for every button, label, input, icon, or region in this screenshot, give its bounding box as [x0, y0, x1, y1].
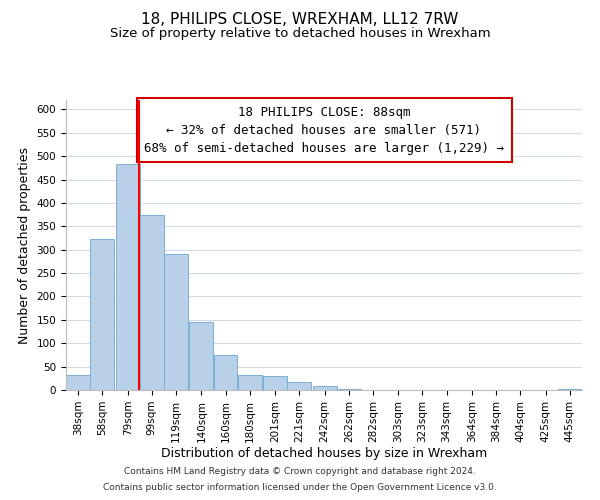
- Bar: [238, 375, 262, 390]
- Text: 18, PHILIPS CLOSE, WREXHAM, LL12 7RW: 18, PHILIPS CLOSE, WREXHAM, LL12 7RW: [142, 12, 458, 28]
- Bar: [66, 375, 90, 390]
- Bar: [91, 240, 114, 390]
- Text: 18 PHILIPS CLOSE: 88sqm
← 32% of detached houses are smaller (571)
68% of semi-d: 18 PHILIPS CLOSE: 88sqm ← 32% of detache…: [144, 106, 504, 155]
- Text: Contains public sector information licensed under the Open Government Licence v3: Contains public sector information licen…: [103, 484, 497, 492]
- Bar: [287, 382, 311, 390]
- Text: Contains HM Land Registry data © Crown copyright and database right 2024.: Contains HM Land Registry data © Crown c…: [124, 467, 476, 476]
- Bar: [164, 254, 188, 390]
- Bar: [116, 164, 140, 390]
- Text: Size of property relative to detached houses in Wrexham: Size of property relative to detached ho…: [110, 28, 490, 40]
- Bar: [214, 355, 238, 390]
- Bar: [558, 388, 582, 390]
- Bar: [313, 386, 337, 390]
- X-axis label: Distribution of detached houses by size in Wrexham: Distribution of detached houses by size …: [161, 448, 487, 460]
- Bar: [263, 376, 287, 390]
- Bar: [190, 322, 213, 390]
- Bar: [140, 214, 164, 390]
- Y-axis label: Number of detached properties: Number of detached properties: [18, 146, 31, 344]
- Bar: [337, 389, 361, 390]
